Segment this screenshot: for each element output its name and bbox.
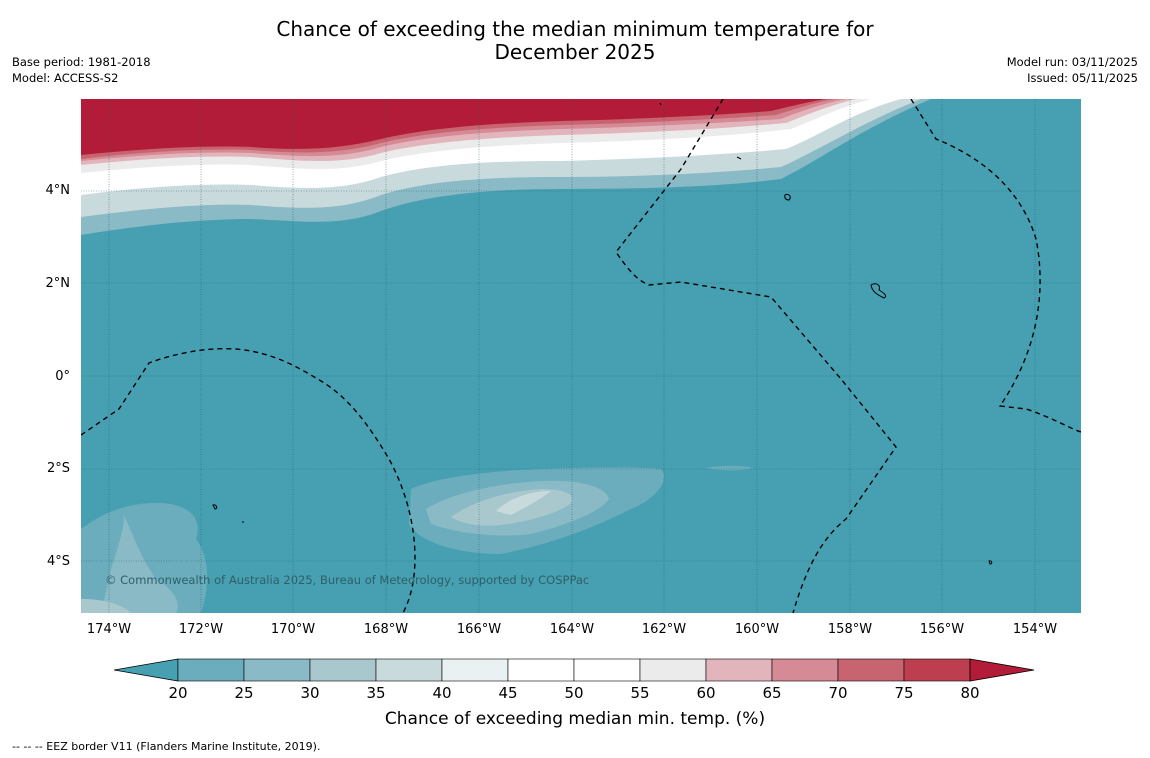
eez-borders — [81, 99, 1081, 613]
colorbar-segments — [114, 658, 1035, 682]
colorbar-segment-2 — [243, 658, 311, 682]
chart-title: Chance of exceeding the median minimum t… — [0, 18, 1150, 64]
lon-label-158w: 158°W — [827, 622, 873, 637]
meta-left: Base period: 1981-2018 Model: ACCESS-S2 — [12, 54, 151, 86]
island-7 — [659, 102, 662, 106]
colorbar-segment-11 — [837, 658, 905, 682]
colorbar-segment-5 — [441, 658, 509, 682]
lon-label-156w: 156°W — [919, 622, 965, 637]
colorbar-segment-8 — [639, 658, 707, 682]
lat-label-4n: 4°N — [45, 183, 71, 198]
colorbar-tick-20: 20 — [168, 684, 188, 702]
patch-45 — [496, 491, 551, 515]
colorbar-tick-70: 70 — [828, 684, 848, 702]
islands — [212, 102, 993, 565]
colorbar-title: Chance of exceeding median min. temp. (%… — [384, 709, 766, 729]
graticule — [81, 99, 1081, 613]
meta-right: Model run: 03/11/2025 Issued: 05/11/2025 — [1007, 54, 1138, 86]
patch-sw-40 — [81, 599, 131, 613]
colorbar-tick-30: 30 — [300, 684, 320, 702]
colorbar-segment-7 — [573, 658, 641, 682]
footnote: -- -- -- EEZ border V11 (Flanders Marine… — [12, 740, 321, 753]
island-4 — [988, 560, 993, 565]
eez-border-1 — [81, 347, 416, 613]
lon-label-172w: 172°W — [178, 622, 224, 637]
eez-border-2 — [615, 99, 897, 613]
lon-label-154w: 154°W — [1012, 622, 1058, 637]
lat-label-2n: 2°N — [45, 276, 71, 291]
lon-label-162w: 162°W — [641, 622, 687, 637]
colorbar-tick-45: 45 — [498, 684, 518, 702]
colorbar-segment-12 — [903, 658, 971, 682]
colorbar-segment-9 — [705, 658, 773, 682]
colorbar-tick-60: 60 — [696, 684, 716, 702]
lon-label-170w: 170°W — [270, 622, 316, 637]
colorbar-tick-65: 65 — [762, 684, 782, 702]
lon-label-160w: 160°W — [734, 622, 780, 637]
colorbar-segment-1 — [177, 658, 245, 682]
map-panel[interactable]: © Commonwealth of Australia 2025, Bureau… — [81, 99, 1081, 613]
colorbar — [114, 658, 1035, 682]
colorbar-tick-75: 75 — [894, 684, 914, 702]
model-run: Model run: 03/11/2025 — [1006, 55, 1138, 69]
lat-label-2s: 2°S — [46, 461, 70, 476]
island-2 — [870, 283, 887, 299]
warm-anomaly-band — [81, 99, 1081, 235]
issued-date: Issued: 05/11/2025 — [1027, 71, 1138, 85]
colorbar-segment-4 — [375, 658, 443, 682]
south-central-patch — [409, 465, 754, 554]
lon-label-168w: 168°W — [363, 622, 409, 637]
lon-label-164w: 164°W — [549, 622, 595, 637]
copyright-text: © Commonwealth of Australia 2025, Bureau… — [105, 573, 589, 587]
colorbar-tick-50: 50 — [564, 684, 584, 702]
lat-label-0: 0° — [55, 369, 70, 384]
lon-label-166w: 166°W — [456, 622, 502, 637]
colorbar-tick-55: 55 — [630, 684, 650, 702]
colorbar-segment-3 — [309, 658, 377, 682]
base-period: Base period: 1981-2018 — [12, 55, 151, 69]
model-name: Model: ACCESS-S2 — [12, 71, 119, 85]
patch-sw-35 — [101, 514, 178, 613]
south-west-patch — [81, 503, 208, 613]
title-line-2: December 2025 — [494, 40, 656, 64]
colorbar-segment-10 — [771, 658, 839, 682]
island-6 — [736, 156, 742, 160]
lon-label-174w: 174°W — [86, 622, 132, 637]
colorbar-extend-low — [114, 658, 179, 682]
contour-80 — [81, 99, 826, 155]
colorbar-extend-high — [969, 658, 1035, 682]
title-line-1: Chance of exceeding the median minimum t… — [276, 17, 874, 41]
island-3 — [212, 504, 218, 510]
colorbar-segment-6 — [507, 658, 575, 682]
eez-border-3 — [910, 99, 1081, 433]
colorbar-tick-80: 80 — [960, 684, 980, 702]
colorbar-tick-35: 35 — [366, 684, 386, 702]
colorbar-tick-40: 40 — [432, 684, 452, 702]
island-1 — [784, 194, 791, 201]
colorbar-tick-25: 25 — [234, 684, 254, 702]
lat-label-4s: 4°S — [46, 554, 70, 569]
